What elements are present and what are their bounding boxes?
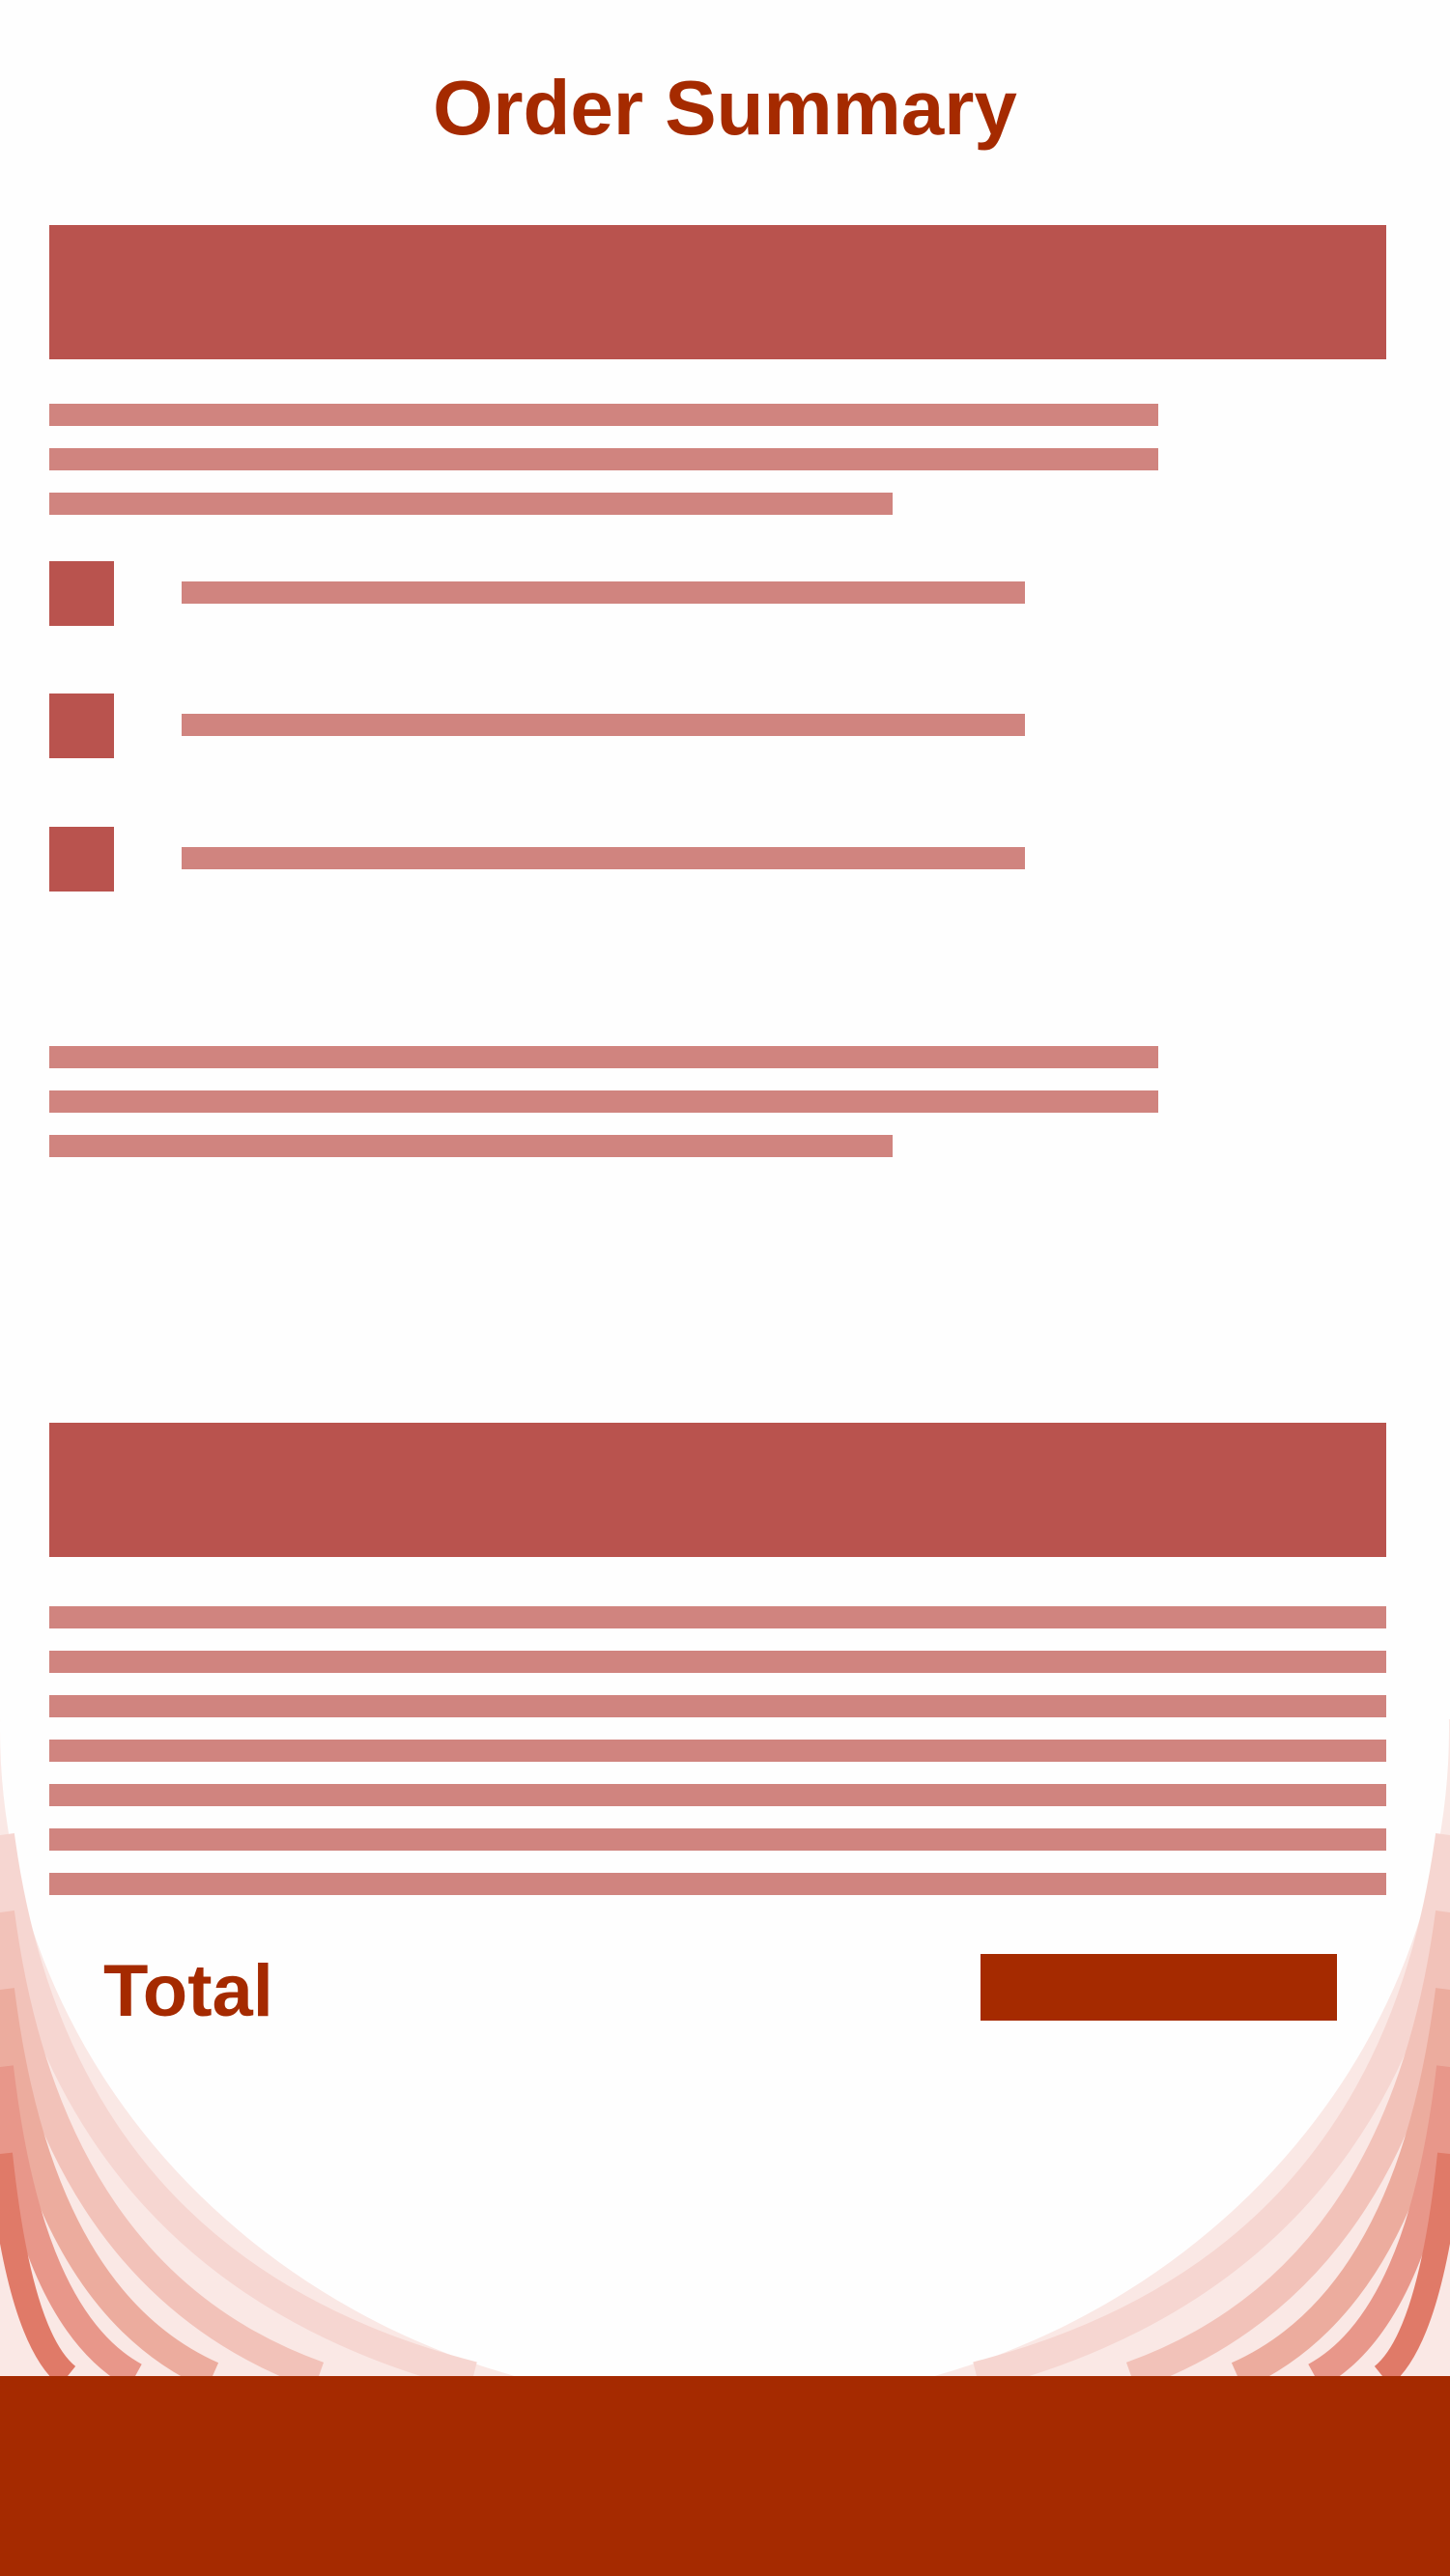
text-line	[49, 404, 1158, 426]
text-line	[49, 1046, 1158, 1068]
text-line	[49, 493, 893, 515]
summary-line	[49, 1695, 1386, 1717]
footer-band	[0, 2376, 1450, 2576]
total-label: Total	[103, 1950, 273, 2032]
summary-line	[49, 1606, 1386, 1628]
total-value-block	[981, 1954, 1337, 2021]
item-text-line	[182, 714, 1025, 736]
item-thumbnail	[49, 561, 114, 626]
section-header-block	[49, 225, 1386, 359]
text-line	[49, 1135, 893, 1157]
item-thumbnail	[49, 827, 114, 892]
item-text-line	[182, 581, 1025, 604]
text-line	[49, 1090, 1158, 1113]
summary-line	[49, 1784, 1386, 1806]
page-title: Order Summary	[433, 65, 1017, 151]
summary-header-block	[49, 1423, 1386, 1557]
summary-line	[49, 1651, 1386, 1673]
text-line	[49, 448, 1158, 470]
item-text-line	[182, 847, 1025, 869]
item-thumbnail	[49, 694, 114, 758]
summary-line	[49, 1828, 1386, 1851]
summary-line	[49, 1740, 1386, 1762]
summary-line	[49, 1873, 1386, 1895]
